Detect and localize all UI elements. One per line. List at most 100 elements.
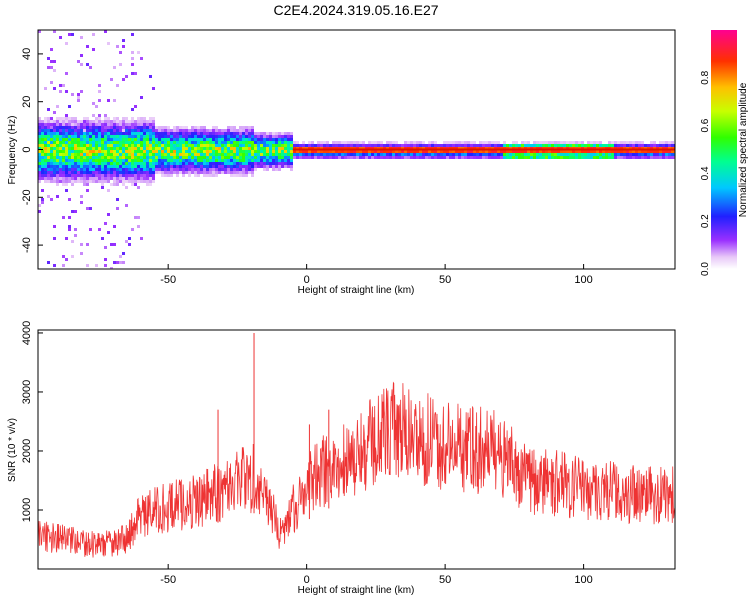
heatmap-cell <box>242 162 245 165</box>
heatmap-cell <box>86 147 89 150</box>
heatmap-cell <box>89 66 92 69</box>
heatmap-cell <box>140 132 143 135</box>
heatmap-cell <box>536 144 539 147</box>
y-tick-label: 4000 <box>21 321 33 345</box>
heatmap-cell <box>110 141 113 144</box>
heatmap-cell <box>581 144 584 147</box>
heatmap-cell <box>83 129 86 132</box>
heatmap-cell <box>41 162 44 165</box>
heatmap-cell <box>101 147 104 150</box>
heatmap-cell <box>254 156 257 159</box>
heatmap-cell <box>128 174 131 177</box>
colorbar-tick-label: 0.2 <box>700 214 711 228</box>
heatmap-cell <box>152 87 155 90</box>
heatmap-cell <box>263 150 266 153</box>
heatmap-cell <box>212 162 215 165</box>
heatmap-cell <box>56 159 59 162</box>
heatmap-cell <box>125 156 128 159</box>
heatmap-cell <box>44 135 47 138</box>
heatmap-cell <box>167 138 170 141</box>
heatmap-cell <box>134 168 137 171</box>
heatmap-cell <box>125 126 128 129</box>
heatmap-cell <box>203 171 206 174</box>
heatmap-cell <box>71 165 74 168</box>
heatmap-cell <box>83 135 86 138</box>
heatmap-cell <box>596 153 599 156</box>
heatmap-cell <box>623 156 626 159</box>
heatmap-cell <box>272 156 275 159</box>
heatmap-cell <box>149 159 152 162</box>
heatmap-cell <box>509 156 512 159</box>
heatmap-cell <box>482 144 485 147</box>
heatmap-cell <box>581 150 584 153</box>
heatmap-cell <box>119 147 122 150</box>
heatmap-cell <box>116 135 119 138</box>
heatmap-cell <box>62 255 65 258</box>
heatmap-cell <box>41 177 44 180</box>
heatmap-cell <box>176 159 179 162</box>
heatmap-cell <box>182 156 185 159</box>
snr-frame <box>37 329 676 570</box>
heatmap-cell <box>137 216 140 219</box>
heatmap-cell <box>149 129 152 132</box>
heatmap-cell <box>287 159 290 162</box>
heatmap-cell <box>641 144 644 147</box>
heatmap-cell <box>179 150 182 153</box>
heatmap-cell <box>200 165 203 168</box>
heatmap-cell <box>227 141 230 144</box>
heatmap-cell <box>455 153 458 156</box>
heatmap-cell <box>245 165 248 168</box>
heatmap-cell <box>98 117 101 120</box>
heatmap-cell <box>209 147 212 150</box>
heatmap-cell <box>542 156 545 159</box>
heatmap-cell <box>626 156 629 159</box>
heatmap-cell <box>47 177 50 180</box>
heatmap-cell <box>650 144 653 147</box>
heatmap-cell <box>80 132 83 135</box>
heatmap-cell <box>68 123 71 126</box>
heatmap-cell <box>452 153 455 156</box>
heatmap-cell <box>497 156 500 159</box>
heatmap-cell <box>59 84 62 87</box>
heatmap-cell <box>269 159 272 162</box>
heatmap-cell <box>125 171 128 174</box>
heatmap-cell <box>131 177 134 180</box>
heatmap-cell <box>146 180 149 183</box>
heatmap-cell <box>65 135 68 138</box>
heatmap-cell <box>203 129 206 132</box>
heatmap-cell <box>107 135 110 138</box>
heatmap-cell <box>278 150 281 153</box>
heatmap-cell <box>194 141 197 144</box>
heatmap-cell <box>218 138 221 141</box>
heatmap-cell <box>200 162 203 165</box>
heatmap-cell <box>47 195 50 198</box>
heatmap-cell <box>470 156 473 159</box>
heatmap-cell <box>89 135 92 138</box>
heatmap-cell <box>62 168 65 171</box>
heatmap-cell <box>140 174 143 177</box>
heatmap-cell <box>365 150 368 153</box>
heatmap-cell <box>470 144 473 147</box>
heatmap-cell <box>173 150 176 153</box>
heatmap-cell <box>203 135 206 138</box>
heatmap-cell <box>146 126 149 129</box>
heatmap-cell <box>191 135 194 138</box>
heatmap-cell <box>77 141 80 144</box>
heatmap-cell <box>521 150 524 153</box>
heatmap-cell <box>236 165 239 168</box>
heatmap-cell <box>44 126 47 129</box>
heatmap-cell <box>341 141 344 144</box>
heatmap-cell <box>71 156 74 159</box>
heatmap-cell <box>110 159 113 162</box>
heatmap-cell <box>347 141 350 144</box>
heatmap-cell <box>86 123 89 126</box>
heatmap-cell <box>602 150 605 153</box>
heatmap-cell <box>230 168 233 171</box>
heatmap-cell <box>272 141 275 144</box>
heatmap-cell <box>518 156 521 159</box>
heatmap-cell <box>233 156 236 159</box>
heatmap-cell <box>662 156 665 159</box>
heatmap-cell <box>68 171 71 174</box>
heatmap-cell <box>578 150 581 153</box>
heatmap-cell <box>200 150 203 153</box>
